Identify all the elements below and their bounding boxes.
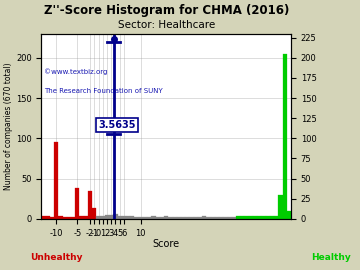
Bar — [84, 217, 88, 219]
Bar — [253, 217, 257, 219]
Bar — [101, 216, 105, 219]
Bar — [232, 217, 236, 219]
Bar — [181, 217, 185, 219]
Bar — [168, 217, 172, 219]
Bar — [278, 195, 283, 219]
Bar — [164, 217, 168, 219]
Bar — [219, 217, 223, 219]
Bar — [71, 217, 75, 219]
Bar — [96, 216, 101, 219]
Bar — [88, 191, 92, 219]
Bar — [287, 211, 291, 219]
Bar — [58, 217, 63, 219]
Bar — [236, 217, 240, 219]
Bar — [75, 188, 80, 219]
Text: The Research Foundation of SUNY: The Research Foundation of SUNY — [44, 88, 163, 94]
Bar — [223, 217, 228, 219]
Text: ©www.textbiz.org: ©www.textbiz.org — [44, 69, 107, 75]
Bar — [257, 217, 261, 219]
Bar — [41, 216, 46, 219]
Bar — [266, 217, 270, 219]
Bar — [206, 217, 211, 219]
Bar — [147, 217, 152, 219]
Bar — [113, 214, 118, 219]
Bar — [283, 54, 287, 219]
Bar — [270, 217, 274, 219]
Bar — [54, 142, 58, 219]
Bar — [177, 217, 181, 219]
Bar — [92, 208, 96, 219]
Bar — [240, 217, 244, 219]
Bar — [160, 217, 164, 219]
Bar — [215, 217, 219, 219]
Bar — [67, 217, 71, 219]
Bar — [152, 217, 156, 219]
Y-axis label: Number of companies (670 total): Number of companies (670 total) — [4, 62, 13, 190]
Text: Sector: Healthcare: Sector: Healthcare — [118, 20, 215, 30]
Bar — [109, 215, 113, 219]
Bar — [122, 216, 126, 219]
Text: Unhealthy: Unhealthy — [30, 253, 82, 262]
Bar — [198, 217, 202, 219]
Bar — [211, 217, 215, 219]
Bar — [118, 216, 122, 219]
Bar — [80, 216, 84, 219]
Bar — [156, 217, 160, 219]
Bar — [126, 217, 130, 219]
Bar — [46, 217, 50, 219]
Title: Z''-Score Histogram for CHMA (2016): Z''-Score Histogram for CHMA (2016) — [44, 4, 289, 17]
Bar — [261, 217, 266, 219]
Bar — [274, 217, 278, 219]
Bar — [189, 217, 194, 219]
Bar — [172, 217, 177, 219]
Bar — [105, 215, 109, 219]
Bar — [249, 217, 253, 219]
Bar — [130, 217, 135, 219]
Bar — [228, 217, 232, 219]
Bar — [139, 217, 143, 219]
Bar — [202, 217, 206, 219]
Text: 3.5635: 3.5635 — [98, 120, 136, 130]
Bar — [135, 217, 139, 219]
Bar — [185, 217, 189, 219]
Bar — [63, 217, 67, 219]
Bar — [143, 217, 147, 219]
Bar — [50, 217, 54, 219]
X-axis label: Score: Score — [153, 239, 180, 249]
Bar — [244, 217, 249, 219]
Text: Healthy: Healthy — [311, 253, 351, 262]
Bar — [194, 217, 198, 219]
